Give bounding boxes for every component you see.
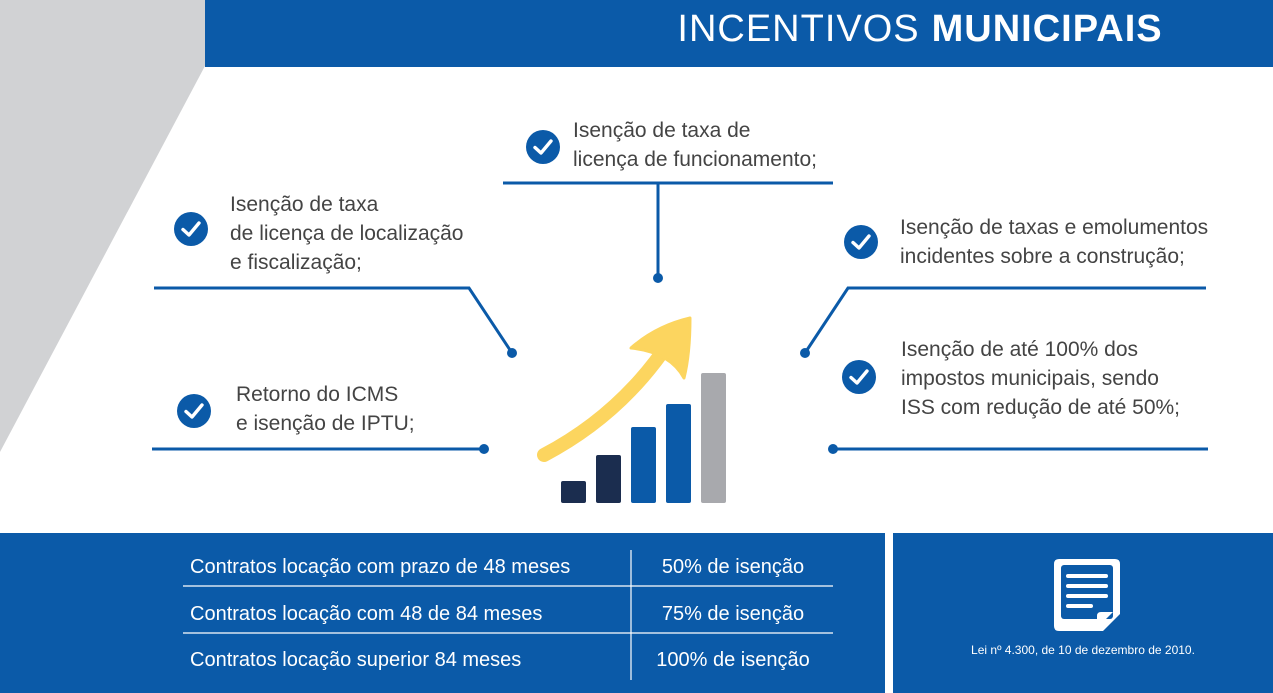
check-circle-icon [177,394,211,428]
incentive-text-icms: Retorno do ICMS e isenção de IPTU; [236,383,415,435]
table-row-label: Contratos locação superior 84 meses [190,649,522,671]
law-reference: Lei nº 4.300, de 10 de dezembro de 2010. [971,643,1195,657]
incentive-text-impostos: Isenção de até 100% dos impostos municip… [901,338,1180,419]
contracts-panel [0,533,885,693]
growth-bar-3 [631,427,656,503]
table-row-value: 100% de isenção [656,649,810,671]
growth-bar-1 [561,481,586,503]
table-row-value: 50% de isenção [661,556,805,578]
growth-bar-4 [666,404,691,503]
growth-bar-2 [596,455,621,503]
table-row-label: Contratos locação com 48 de 84 meses [190,603,543,625]
growth-bar-chart-icon [537,316,726,503]
decorative-diagonal [0,0,240,452]
growth-arrow-shaft [537,337,675,462]
check-circle-icon [844,225,878,259]
contracts-table-lines [183,550,833,680]
connector-lines [152,181,1208,454]
check-circle-icon [174,212,208,246]
incentive-text-localizacao: Isenção de taxa de licença de localizaçã… [230,193,464,274]
document-icon [1054,559,1120,631]
header-bar [205,0,1273,67]
incentive-text-funcionamento: Isenção de taxa de licença de funcioname… [573,119,817,171]
incentive-text-construcao: Isenção de taxas e emolumentos incidente… [900,216,1209,268]
contracts-table: Contratos locação com prazo de 48 meses … [0,533,885,693]
table-row-label: Contratos locação com prazo de 48 meses [190,556,571,578]
check-circle-icon [526,130,560,164]
growth-bar-5 [701,373,726,503]
check-circle-icon [842,360,876,394]
title-bold: MUNICIPAIS [931,8,1163,50]
table-row-value: 75% de isenção [661,603,805,625]
growth-arrow-head [629,316,692,380]
title-light: INCENTIVOS [677,8,920,50]
page-title: INCENTIVOS MUNICIPAIS [600,8,1240,51]
